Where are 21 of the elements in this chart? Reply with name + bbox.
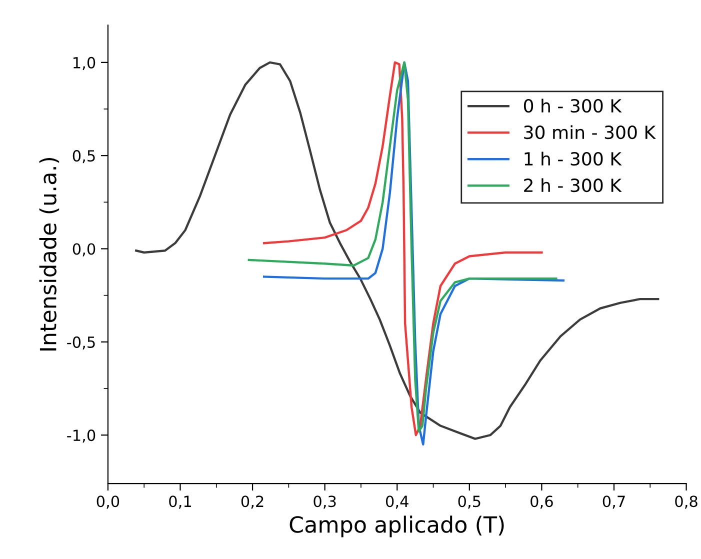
x-tick-label: 0,1 [169,496,191,509]
x-tick-label: 0,3 [314,496,336,509]
legend-label: 2 h - 300 K [524,178,622,192]
legend-label: 30 min - 300 K [524,125,656,140]
y-tick-label: -0,5 [67,336,95,350]
y-tick-label: 1,0 [74,56,96,70]
y-tick-label: -1,0 [67,430,96,443]
x-tick-label: 0,6 [530,496,553,509]
legend-label: 1 h - 300 K [524,152,622,166]
x-axis-title: Campo aplicado (T) [290,516,504,538]
x-tick-label: 0,2 [241,496,264,509]
x-tick-label: 0,8 [675,496,698,509]
line-series [135,61,660,440]
y-tick-label: 0,0 [72,243,96,256]
y-tick-label: 0,5 [72,150,95,164]
legend-label: 0 h - 300 K [524,98,622,113]
y-axis-title: Intensidade (u.a.) [39,158,60,350]
x-tick-label: 0,5 [458,496,480,509]
x-tick-label: 0,4 [386,496,408,509]
x-tick-label: 0,0 [96,496,120,509]
x-tick-label: 0,7 [602,496,625,509]
